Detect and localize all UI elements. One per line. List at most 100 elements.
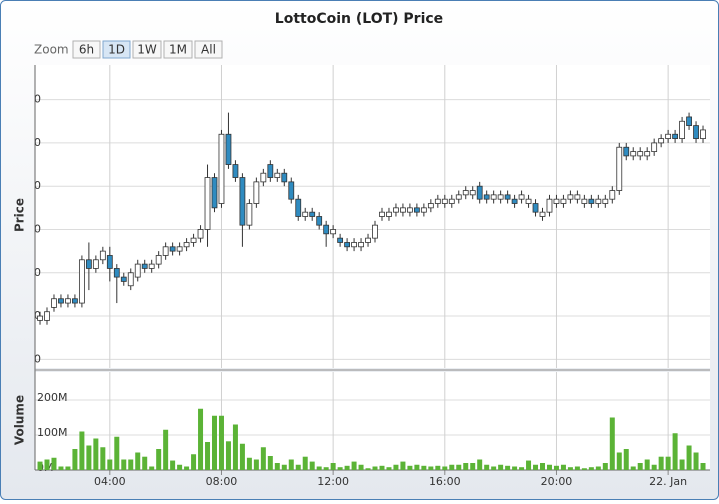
candle-body — [225, 133, 232, 165]
volume-bar — [365, 468, 371, 470]
zoom-button-label: 1D — [108, 43, 125, 57]
y-tick-label: 0 — [34, 309, 41, 322]
candle-body — [288, 181, 295, 200]
volume-bar — [679, 459, 685, 470]
candle-body — [525, 198, 532, 204]
volume-bar — [156, 449, 162, 470]
zoom-button[interactable]: 1W — [132, 40, 162, 59]
candle-body — [239, 177, 246, 226]
candle-body — [651, 142, 658, 152]
candle-body — [686, 116, 692, 126]
volume-bar — [407, 465, 413, 470]
volume-bar — [344, 465, 350, 470]
zoom-button[interactable]: All — [194, 40, 223, 59]
candle-body — [532, 203, 539, 213]
volume-bar — [512, 466, 518, 470]
candle-body — [176, 246, 183, 252]
candle-body — [253, 181, 260, 204]
candle-body — [400, 207, 406, 213]
volume-bar — [302, 456, 308, 470]
candle-body — [358, 242, 364, 248]
candle-body — [155, 255, 162, 265]
y-tick-label: 0 — [34, 136, 41, 149]
candle-body — [420, 207, 427, 213]
candle-body — [113, 268, 120, 278]
candle-body — [386, 211, 392, 217]
candle-body — [407, 207, 413, 213]
candle-body — [427, 203, 434, 209]
candle-body — [539, 211, 546, 217]
price-panel — [35, 65, 710, 368]
candle-body — [120, 276, 127, 282]
volume-bar — [581, 468, 587, 470]
candle-body — [260, 172, 267, 183]
candle-body — [672, 133, 679, 139]
volume-bar — [100, 447, 106, 470]
candle-body — [295, 198, 302, 217]
zoom-button[interactable]: 1D — [102, 40, 131, 59]
candle-body — [134, 263, 141, 278]
zoom-button[interactable]: 6h — [72, 40, 101, 59]
volume-bar — [588, 467, 594, 470]
candle-body — [581, 198, 588, 204]
x-tick-label: 04:00 — [94, 475, 126, 488]
candle-body — [560, 198, 567, 204]
volume-bar — [630, 466, 636, 470]
volume-bar — [526, 460, 532, 470]
volume-bar — [665, 456, 671, 470]
candle-body — [162, 246, 169, 256]
volume-tick-label: 100M — [37, 426, 68, 439]
candle-body — [644, 151, 651, 157]
volume-bar — [316, 466, 322, 470]
candle-body — [602, 198, 609, 204]
candle-body — [148, 263, 155, 269]
volume-bar — [323, 467, 329, 470]
volume-tick-label: 200M — [37, 391, 68, 404]
y-tick-label: 0 — [34, 266, 41, 279]
volume-bar — [456, 464, 462, 470]
zoom-button-label: 6h — [79, 43, 94, 57]
volume-bar — [533, 464, 539, 470]
volume-bar — [686, 445, 692, 470]
candle-body — [609, 190, 616, 200]
zoom-button-bg — [72, 40, 101, 59]
volume-bar — [560, 464, 566, 470]
candle-body — [127, 272, 134, 287]
candle-body — [511, 198, 518, 204]
volume-bar — [37, 461, 43, 470]
candle-body — [455, 194, 462, 200]
candle-body — [106, 255, 113, 269]
volume-bar — [463, 463, 469, 470]
volume-bar — [177, 464, 183, 470]
volume-bar — [442, 466, 448, 470]
volume-bar — [198, 408, 204, 470]
volume-bar — [72, 449, 78, 470]
candle-body — [211, 177, 218, 209]
volume-bar — [658, 456, 664, 470]
candle-body — [78, 259, 85, 304]
candle-body — [218, 133, 225, 204]
candle-body — [309, 211, 316, 217]
candle-body — [637, 151, 644, 157]
candle-body — [323, 224, 330, 235]
zoom-button-label: All — [201, 43, 216, 57]
volume-bar — [51, 457, 57, 470]
volume-bar — [358, 464, 364, 470]
zoom-button[interactable]: 1M — [163, 40, 193, 59]
candle-body — [204, 177, 211, 230]
volume-bar — [225, 441, 231, 470]
candle-body — [44, 311, 50, 321]
volume-bar — [121, 459, 127, 470]
volume-bar — [232, 424, 238, 470]
chart-title: LottoCoin (LOT) Price — [275, 11, 443, 27]
candle-body — [141, 263, 148, 269]
volume-bar — [574, 466, 580, 470]
candle-body — [574, 194, 581, 200]
candle-body — [344, 242, 350, 248]
volume-bar — [567, 467, 573, 470]
candle-body — [497, 194, 504, 200]
volume-bar — [484, 464, 490, 470]
volume-bar — [253, 459, 259, 470]
volume-bar — [616, 452, 622, 470]
candle-body — [469, 190, 476, 196]
